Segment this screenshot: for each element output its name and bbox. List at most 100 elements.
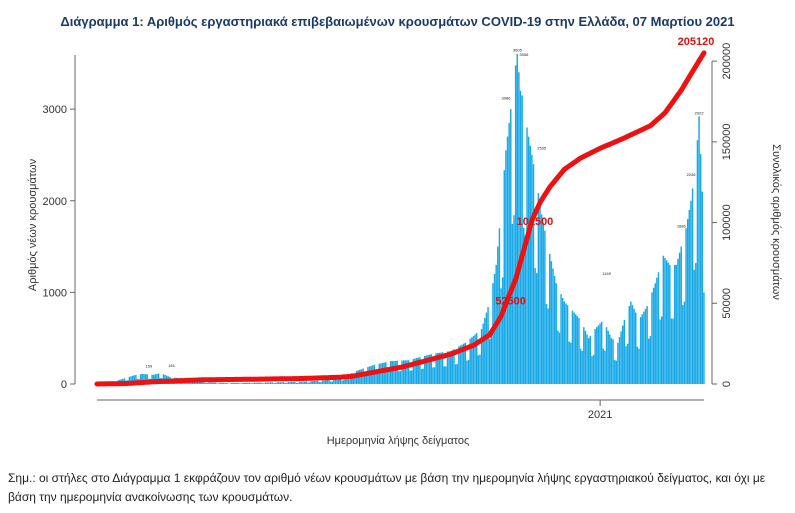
bar xyxy=(250,383,252,384)
bar xyxy=(213,382,215,384)
bar xyxy=(204,383,207,384)
bar-label: 2922 xyxy=(695,110,705,115)
bar xyxy=(329,381,332,384)
bar xyxy=(294,381,296,384)
bar xyxy=(230,382,233,384)
bar xyxy=(425,355,428,384)
annotation-group: 52500 101500 205120 xyxy=(495,36,714,307)
bar xyxy=(286,382,288,384)
bar xyxy=(349,374,351,384)
bar xyxy=(477,355,480,384)
bar xyxy=(547,308,549,384)
bar xyxy=(685,228,687,384)
bar xyxy=(411,370,413,384)
bar xyxy=(660,316,663,384)
bar xyxy=(407,360,410,384)
bar xyxy=(443,366,445,384)
bar xyxy=(516,53,518,384)
bar xyxy=(680,246,682,384)
bar xyxy=(523,227,525,384)
bar xyxy=(222,383,225,384)
bar xyxy=(427,355,429,384)
bar xyxy=(615,360,618,384)
bar xyxy=(281,382,283,384)
bar xyxy=(422,368,424,384)
bar xyxy=(342,380,345,384)
bar-label: 161 xyxy=(168,363,175,368)
bar xyxy=(497,246,499,384)
bar xyxy=(656,277,658,384)
bar xyxy=(386,371,389,384)
right-tick-label: 100000 xyxy=(721,204,733,241)
bar xyxy=(260,382,262,384)
bar xyxy=(393,360,395,384)
bar xyxy=(662,255,665,384)
bar xyxy=(573,312,575,384)
bar xyxy=(255,382,257,384)
bar xyxy=(128,376,131,384)
bar xyxy=(424,355,426,384)
right-tick-label: 0 xyxy=(721,381,733,387)
bar xyxy=(682,305,684,384)
bar xyxy=(310,381,312,384)
bar xyxy=(636,346,639,384)
bar xyxy=(500,288,502,384)
bar xyxy=(610,338,613,384)
bar xyxy=(391,361,394,384)
bar xyxy=(412,358,415,384)
bar xyxy=(664,258,666,384)
bar xyxy=(600,321,603,384)
bar xyxy=(643,311,645,384)
bar xyxy=(510,109,512,384)
bar xyxy=(247,382,249,384)
bar xyxy=(475,333,478,384)
bar xyxy=(485,312,488,384)
bar xyxy=(216,383,218,384)
bar xyxy=(378,363,381,384)
bar xyxy=(221,382,223,384)
bar xyxy=(471,337,473,384)
bar xyxy=(157,373,160,384)
bar xyxy=(508,122,510,384)
bar xyxy=(596,327,598,384)
bar xyxy=(466,360,468,384)
bar xyxy=(506,136,509,384)
bar xyxy=(529,145,531,384)
bar xyxy=(276,382,278,384)
bar xyxy=(459,345,462,384)
bar xyxy=(618,337,621,384)
bar xyxy=(513,215,515,384)
bar xyxy=(388,371,390,384)
bar xyxy=(531,154,533,384)
bar xyxy=(326,379,329,384)
bar xyxy=(648,338,650,384)
bar xyxy=(389,361,392,384)
bar xyxy=(638,348,640,384)
bar xyxy=(701,191,704,384)
bar xyxy=(480,329,483,384)
bar xyxy=(396,360,398,384)
bar xyxy=(133,375,135,384)
bar xyxy=(673,264,676,384)
bar xyxy=(498,228,501,384)
bar xyxy=(336,378,338,384)
bar xyxy=(552,268,554,384)
y-axis-label-right: Συνολικός αριθμός κρουσμάτων xyxy=(770,144,782,300)
bar xyxy=(328,379,330,384)
bar xyxy=(331,381,333,384)
bar xyxy=(398,371,400,384)
bar xyxy=(561,297,564,384)
bar xyxy=(401,360,403,384)
bar xyxy=(402,360,405,384)
bar xyxy=(623,319,626,384)
bar xyxy=(646,306,648,384)
bar xyxy=(524,235,527,384)
bar xyxy=(313,380,316,384)
bar xyxy=(586,334,588,384)
bar xyxy=(696,140,699,384)
chart-title: Διάγραμμα 1: Αριθμός εργαστηριακά επιβεβ… xyxy=(60,14,735,29)
bar xyxy=(678,252,681,384)
bar xyxy=(605,327,608,384)
